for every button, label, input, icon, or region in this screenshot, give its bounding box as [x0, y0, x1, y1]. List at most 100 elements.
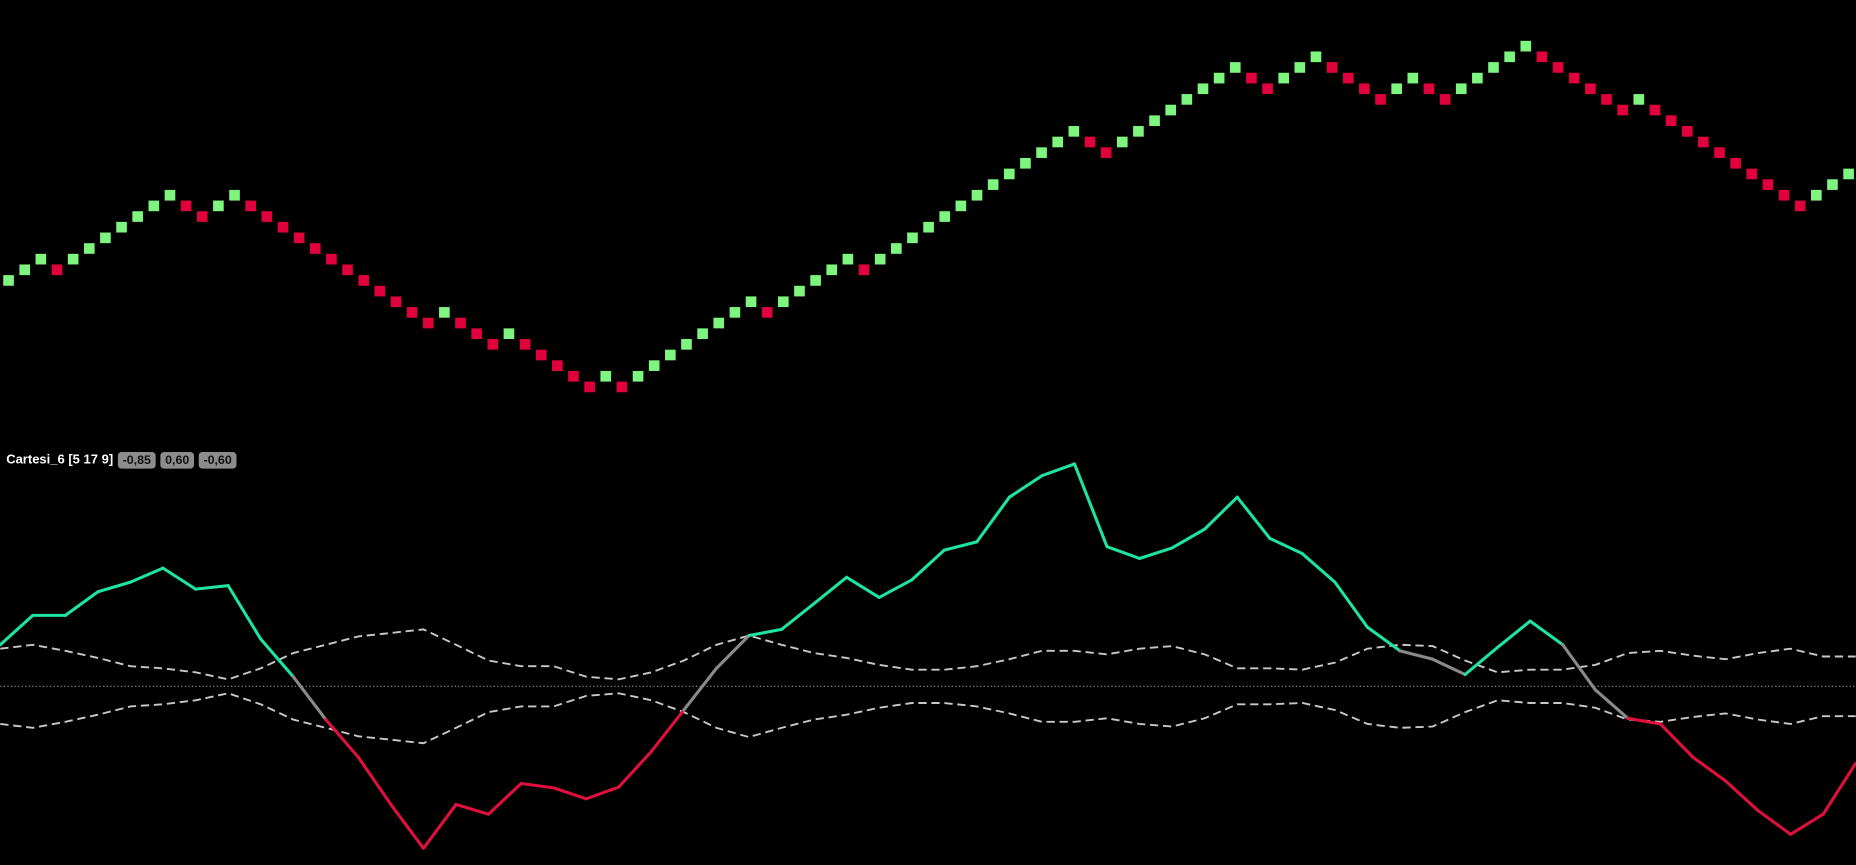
candle — [390, 296, 402, 308]
candle — [1375, 94, 1386, 105]
candle — [1116, 136, 1128, 148]
candle — [1423, 83, 1435, 95]
candle — [519, 339, 531, 350]
candle — [164, 189, 176, 201]
candle — [358, 275, 369, 286]
candle — [51, 264, 63, 276]
badge-bg — [117, 452, 156, 469]
candle — [439, 307, 450, 318]
oscillator-segment — [1723, 779, 1760, 813]
oscillator-segment — [1007, 474, 1044, 499]
oscillator-segment — [1203, 495, 1239, 531]
indicator-title: Cartesi_6 [5 17 9] — [6, 452, 113, 467]
oscillator-segment — [779, 602, 816, 631]
band-line — [0, 628, 1856, 681]
candle — [1036, 147, 1047, 158]
oscillator-segment — [1365, 625, 1402, 653]
candle — [487, 339, 499, 350]
candle — [455, 317, 466, 329]
oscillator-segment — [421, 802, 458, 850]
candle — [1197, 83, 1209, 95]
candle — [67, 253, 79, 265]
candle — [132, 211, 144, 222]
oscillator-segment — [1105, 545, 1142, 561]
candle — [245, 200, 257, 212]
oscillator-segment — [194, 584, 230, 591]
oscillator-segment — [1528, 619, 1565, 647]
candle — [858, 264, 870, 276]
oscillator-segment — [1593, 688, 1630, 720]
oscillator-segment — [1496, 619, 1532, 649]
candle — [665, 349, 676, 361]
oscillator-segment — [1235, 495, 1272, 540]
candle — [1811, 189, 1822, 201]
oscillator-segment — [1333, 580, 1369, 629]
candle — [874, 253, 886, 265]
candle — [1665, 115, 1677, 127]
candle — [584, 381, 595, 393]
oscillator-segment — [1431, 657, 1467, 677]
oscillator-segment — [1626, 716, 1662, 726]
candle — [1698, 136, 1709, 148]
candle — [1342, 72, 1354, 84]
oscillator-segment — [487, 781, 523, 816]
candle — [309, 243, 321, 254]
candle — [1100, 147, 1112, 158]
candle — [1181, 94, 1193, 105]
candle — [229, 189, 240, 201]
candle — [1407, 72, 1419, 84]
candle — [616, 381, 628, 393]
badge-label: -0,85 — [123, 453, 151, 467]
candle — [1149, 115, 1160, 127]
badge-bg — [198, 452, 237, 469]
candle — [794, 285, 805, 297]
candle — [1310, 51, 1322, 63]
candle — [955, 200, 967, 212]
candle — [1003, 168, 1015, 180]
oscillator-segment — [942, 540, 979, 552]
candle — [1052, 136, 1064, 148]
oscillator-segment — [454, 802, 491, 816]
candle — [761, 307, 773, 318]
oscillator-segment — [226, 584, 263, 641]
candle — [713, 317, 725, 329]
candle — [568, 370, 579, 382]
candle — [826, 264, 838, 276]
oscillator-segment — [552, 786, 588, 801]
value-badge: -0,85 — [117, 452, 156, 469]
candle — [648, 360, 660, 371]
oscillator-segment — [1756, 809, 1793, 836]
candle — [681, 339, 692, 350]
candle — [535, 349, 547, 361]
candle — [1504, 51, 1515, 63]
oscillator-segment — [96, 580, 133, 594]
candle — [987, 179, 999, 190]
oscillator-segment — [291, 675, 328, 722]
candle — [1488, 62, 1499, 73]
oscillator-segment — [1040, 462, 1077, 478]
badge-label: -0,60 — [203, 453, 231, 467]
candle — [374, 285, 386, 297]
oscillator-segment — [877, 578, 914, 599]
candle — [810, 275, 821, 286]
candle — [1714, 147, 1725, 158]
oscillator-segment — [1268, 536, 1304, 556]
oscillator-segment — [1658, 722, 1695, 759]
badge-bg — [160, 452, 194, 469]
oscillator-segment — [389, 802, 425, 850]
candle — [1213, 72, 1225, 84]
oscillator-segment — [812, 575, 849, 606]
candle — [1229, 62, 1241, 73]
candle — [180, 200, 192, 212]
oscillator-segment — [356, 755, 393, 807]
candle — [697, 328, 708, 340]
candle — [1746, 168, 1758, 180]
candle — [907, 232, 918, 244]
candle — [1633, 94, 1645, 105]
candle — [342, 264, 353, 276]
candle — [1278, 72, 1290, 84]
candle — [83, 243, 95, 254]
candle — [1020, 157, 1031, 169]
candle — [939, 211, 951, 222]
